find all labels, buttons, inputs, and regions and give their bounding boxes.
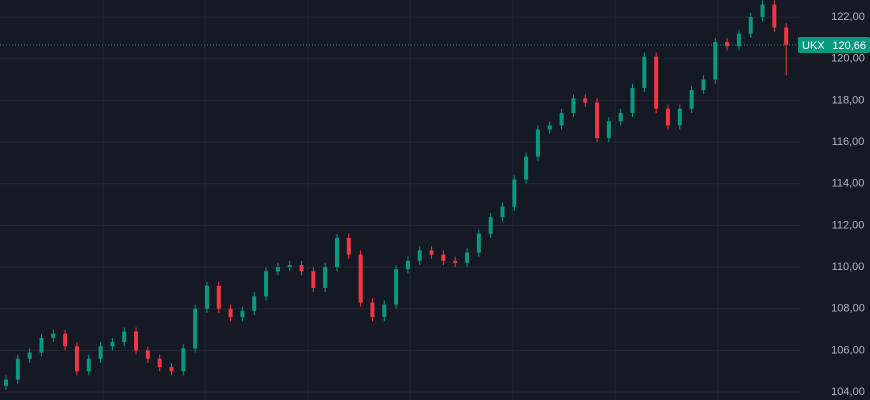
candle-body [193,308,198,349]
candle-body [311,271,316,288]
y-tick-label: 110,00 [832,261,865,273]
candle-body [512,179,517,207]
y-tick-label: 104,00 [831,386,865,398]
candle-body [772,4,777,28]
candle-body [465,252,470,263]
candle-body [405,260,410,270]
candle-body [595,102,600,138]
candle-body [145,350,150,359]
candle-body [748,17,753,34]
candle-body [358,254,363,303]
candle-body [228,308,233,318]
y-tick-label: 116,00 [832,136,865,148]
y-tick-label: 112,00 [832,219,865,231]
candle-body [535,129,540,157]
candle-body [630,87,635,113]
price-tag-name: UKX [802,40,825,52]
candle-body [559,112,564,126]
candle-body [346,237,351,255]
candle-body [275,267,280,272]
candle-body [654,56,659,109]
candle-body [713,42,718,80]
candle-body [169,367,174,372]
candle-body [110,342,115,347]
y-tick-label: 118,00 [832,94,865,106]
candle-body [476,233,481,253]
candle-body [264,271,269,297]
candle-body [287,265,292,268]
candle-body [252,296,257,311]
candle-body [618,112,623,122]
candle-body [417,250,422,261]
candle-body [524,156,529,180]
candle-body [394,269,399,305]
candle-body [86,358,91,372]
candle-body [453,260,458,263]
y-tick-label: 108,00 [831,303,865,315]
candle-body [760,4,765,18]
candle-body [370,302,375,318]
candle-body [63,333,68,347]
candle-body [642,56,647,88]
candle-body [583,98,588,103]
candle-body [27,352,32,359]
candle-body [157,358,162,368]
candle-body [701,79,706,90]
price-tag [798,37,870,53]
candle-body [382,304,387,318]
candle-body [736,33,741,47]
y-tick-label: 114,00 [832,178,865,190]
candle-body [500,206,505,218]
candle-body [606,121,611,138]
candle-body [725,42,730,47]
candle-body [74,346,79,372]
candle-body [571,98,576,113]
candle-body [334,237,339,268]
candle-body [665,108,670,126]
candle-body [323,267,328,288]
y-tick-label: 122,00 [831,11,865,23]
candle-body [441,254,446,261]
candle-body [39,337,44,353]
candle-body [216,285,221,309]
candle-body [51,333,56,338]
y-tick-label: 120,00 [831,53,865,65]
candle-body [547,125,552,130]
candle-body [98,346,103,359]
y-tick-label: 106,00 [831,344,865,356]
candle-body [784,27,789,45]
candle-body [689,90,694,109]
candle-body [240,310,245,318]
candle-body [488,217,493,234]
candle-body [122,331,127,343]
candle-body [15,358,20,380]
candle-body [299,265,304,272]
candle-body [181,348,186,372]
candle-body [677,108,682,126]
candle-body [204,285,209,309]
price-tag-value: 120,66 [832,40,866,52]
candle-body [4,379,8,386]
candle-body [134,331,139,351]
candle-body [429,250,434,255]
